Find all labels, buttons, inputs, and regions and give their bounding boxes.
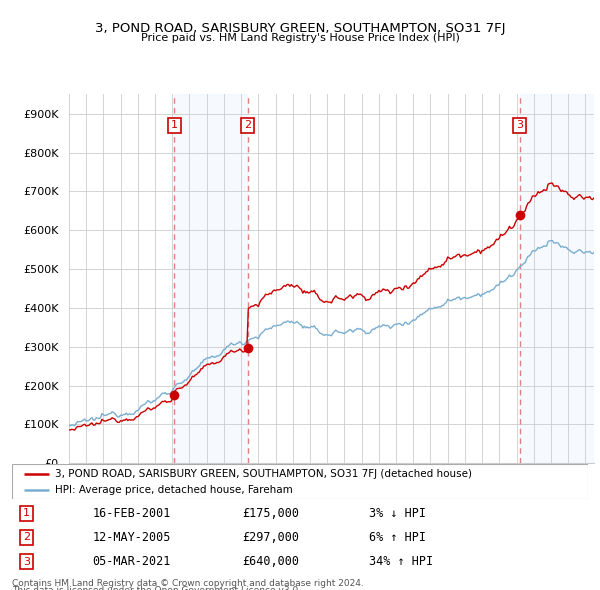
Text: 3, POND ROAD, SARISBURY GREEN, SOUTHAMPTON, SO31 7FJ (detached house): 3, POND ROAD, SARISBURY GREEN, SOUTHAMPT… <box>55 469 472 479</box>
Text: 16-FEB-2001: 16-FEB-2001 <box>92 507 171 520</box>
Text: £640,000: £640,000 <box>242 555 299 568</box>
Text: 3% ↓ HPI: 3% ↓ HPI <box>369 507 426 520</box>
Bar <box>175 94 247 463</box>
Bar <box>520 94 594 463</box>
FancyBboxPatch shape <box>12 464 588 499</box>
Text: 3: 3 <box>23 556 30 566</box>
Text: 34% ↑ HPI: 34% ↑ HPI <box>369 555 433 568</box>
Text: 6% ↑ HPI: 6% ↑ HPI <box>369 531 426 544</box>
Text: 2: 2 <box>23 533 30 542</box>
Text: £175,000: £175,000 <box>242 507 299 520</box>
Text: 3: 3 <box>516 120 523 130</box>
Text: Price paid vs. HM Land Registry's House Price Index (HPI): Price paid vs. HM Land Registry's House … <box>140 33 460 43</box>
Text: Contains HM Land Registry data © Crown copyright and database right 2024.: Contains HM Land Registry data © Crown c… <box>12 579 364 588</box>
Text: 1: 1 <box>171 120 178 130</box>
Text: 12-MAY-2005: 12-MAY-2005 <box>92 531 171 544</box>
Text: HPI: Average price, detached house, Fareham: HPI: Average price, detached house, Fare… <box>55 485 293 495</box>
Text: 05-MAR-2021: 05-MAR-2021 <box>92 555 171 568</box>
Text: 3, POND ROAD, SARISBURY GREEN, SOUTHAMPTON, SO31 7FJ: 3, POND ROAD, SARISBURY GREEN, SOUTHAMPT… <box>95 22 505 35</box>
Text: £297,000: £297,000 <box>242 531 299 544</box>
Text: 2: 2 <box>244 120 251 130</box>
Text: This data is licensed under the Open Government Licence v3.0.: This data is licensed under the Open Gov… <box>12 586 301 590</box>
Text: 1: 1 <box>23 509 30 519</box>
